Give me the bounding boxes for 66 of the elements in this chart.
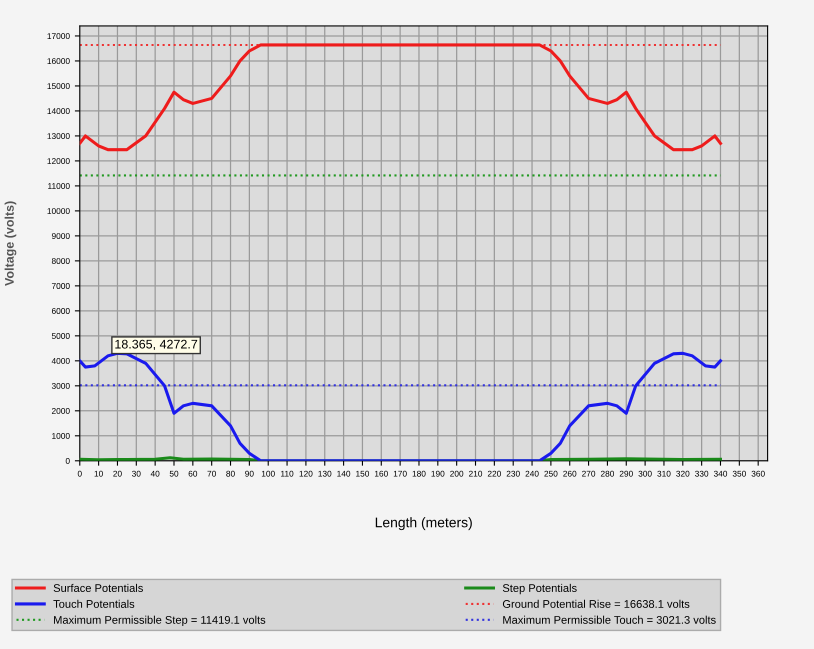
- y-tick-label: 3000: [52, 383, 70, 389]
- x-tick-label: 260: [563, 470, 576, 477]
- line-series: [80, 352, 722, 461]
- y-tick-label: 11000: [48, 183, 70, 189]
- x-tick-label: 10: [94, 470, 103, 477]
- x-tick-label: 130: [318, 470, 332, 477]
- x-tick-label: 50: [170, 470, 178, 477]
- x-tick-label: 80: [226, 470, 235, 477]
- x-tick-label: 230: [506, 470, 520, 477]
- x-tick-label: 250: [544, 470, 558, 477]
- y-tick-label: 8000: [52, 258, 70, 264]
- legend-label: Ground Potential Rise = 16638.1 volts: [502, 600, 690, 608]
- y-tick-label: 16000: [48, 58, 70, 64]
- y-tick-label: 13000: [48, 133, 70, 140]
- y-tick-label: 2000: [52, 408, 70, 414]
- y-tick-label: 15000: [48, 83, 70, 90]
- legend-label: Step Potentials: [502, 584, 577, 594]
- y-tick-label: 0: [66, 458, 70, 464]
- x-tick-label: 90: [245, 470, 254, 477]
- x-tick-label: 220: [488, 470, 501, 477]
- x-tick-label: 270: [582, 470, 596, 477]
- x-axis-title: Length (meters): [376, 517, 472, 530]
- x-tick-label: 210: [468, 470, 482, 477]
- x-tick-label: 200: [450, 470, 464, 477]
- x-tick-label: 30: [132, 470, 141, 477]
- x-tick-label: 300: [638, 470, 652, 477]
- x-tick-label: 60: [188, 470, 198, 477]
- x-tick-label: 360: [752, 470, 765, 477]
- x-tick-label: 340: [714, 470, 728, 477]
- x-tick-label: 240: [526, 470, 539, 477]
- y-tick-label: 6000: [52, 308, 70, 314]
- y-tick-label: 4000: [52, 358, 70, 364]
- x-tick-label: 280: [600, 470, 614, 477]
- y-tick-label: 17000: [48, 33, 70, 40]
- y-tick-label: 12000: [48, 158, 70, 164]
- x-tick-label: 320: [676, 470, 690, 477]
- x-tick-label: 0: [78, 470, 82, 477]
- x-tick-label: 160: [374, 470, 388, 477]
- y-tick-label: 7000: [52, 283, 70, 289]
- x-tick-label: 120: [300, 470, 313, 477]
- x-tick-label: 190: [432, 470, 444, 477]
- y-tick-label: 9000: [52, 233, 70, 239]
- x-tick-label: 20: [113, 470, 122, 477]
- y-axis-title: Voltage (volts): [4, 201, 16, 286]
- x-tick-label: 170: [394, 470, 407, 477]
- x-tick-label: 310: [657, 470, 671, 477]
- x-tick-label: 70: [207, 470, 216, 477]
- legend-label: Maximum Permissible Touch = 3021.3 volts: [503, 616, 716, 624]
- y-tick-label: 10000: [48, 208, 70, 214]
- y-tick-label: 5000: [52, 333, 70, 339]
- x-tick-label: 40: [150, 470, 160, 477]
- annotation: 18.365, 4272.7: [115, 340, 198, 350]
- x-tick-label: 100: [262, 470, 275, 477]
- x-tick-label: 110: [281, 470, 294, 477]
- x-tick-label: 350: [732, 470, 746, 477]
- x-tick-label: 140: [337, 470, 350, 477]
- y-tick-label: 1000: [52, 433, 70, 439]
- x-tick-label: 150: [356, 470, 370, 477]
- x-tick-label: 290: [620, 470, 633, 477]
- x-tick-label: 180: [412, 470, 426, 477]
- legend-label: Surface Potentials: [54, 584, 143, 592]
- line-series: [80, 43, 722, 152]
- x-tick-label: 330: [695, 470, 708, 477]
- legend-label: Touch Potentials: [53, 600, 134, 608]
- legend-label: Maximum Permissible Step = 11419.1 volts: [54, 616, 266, 626]
- y-tick-label: 14000: [48, 108, 70, 114]
